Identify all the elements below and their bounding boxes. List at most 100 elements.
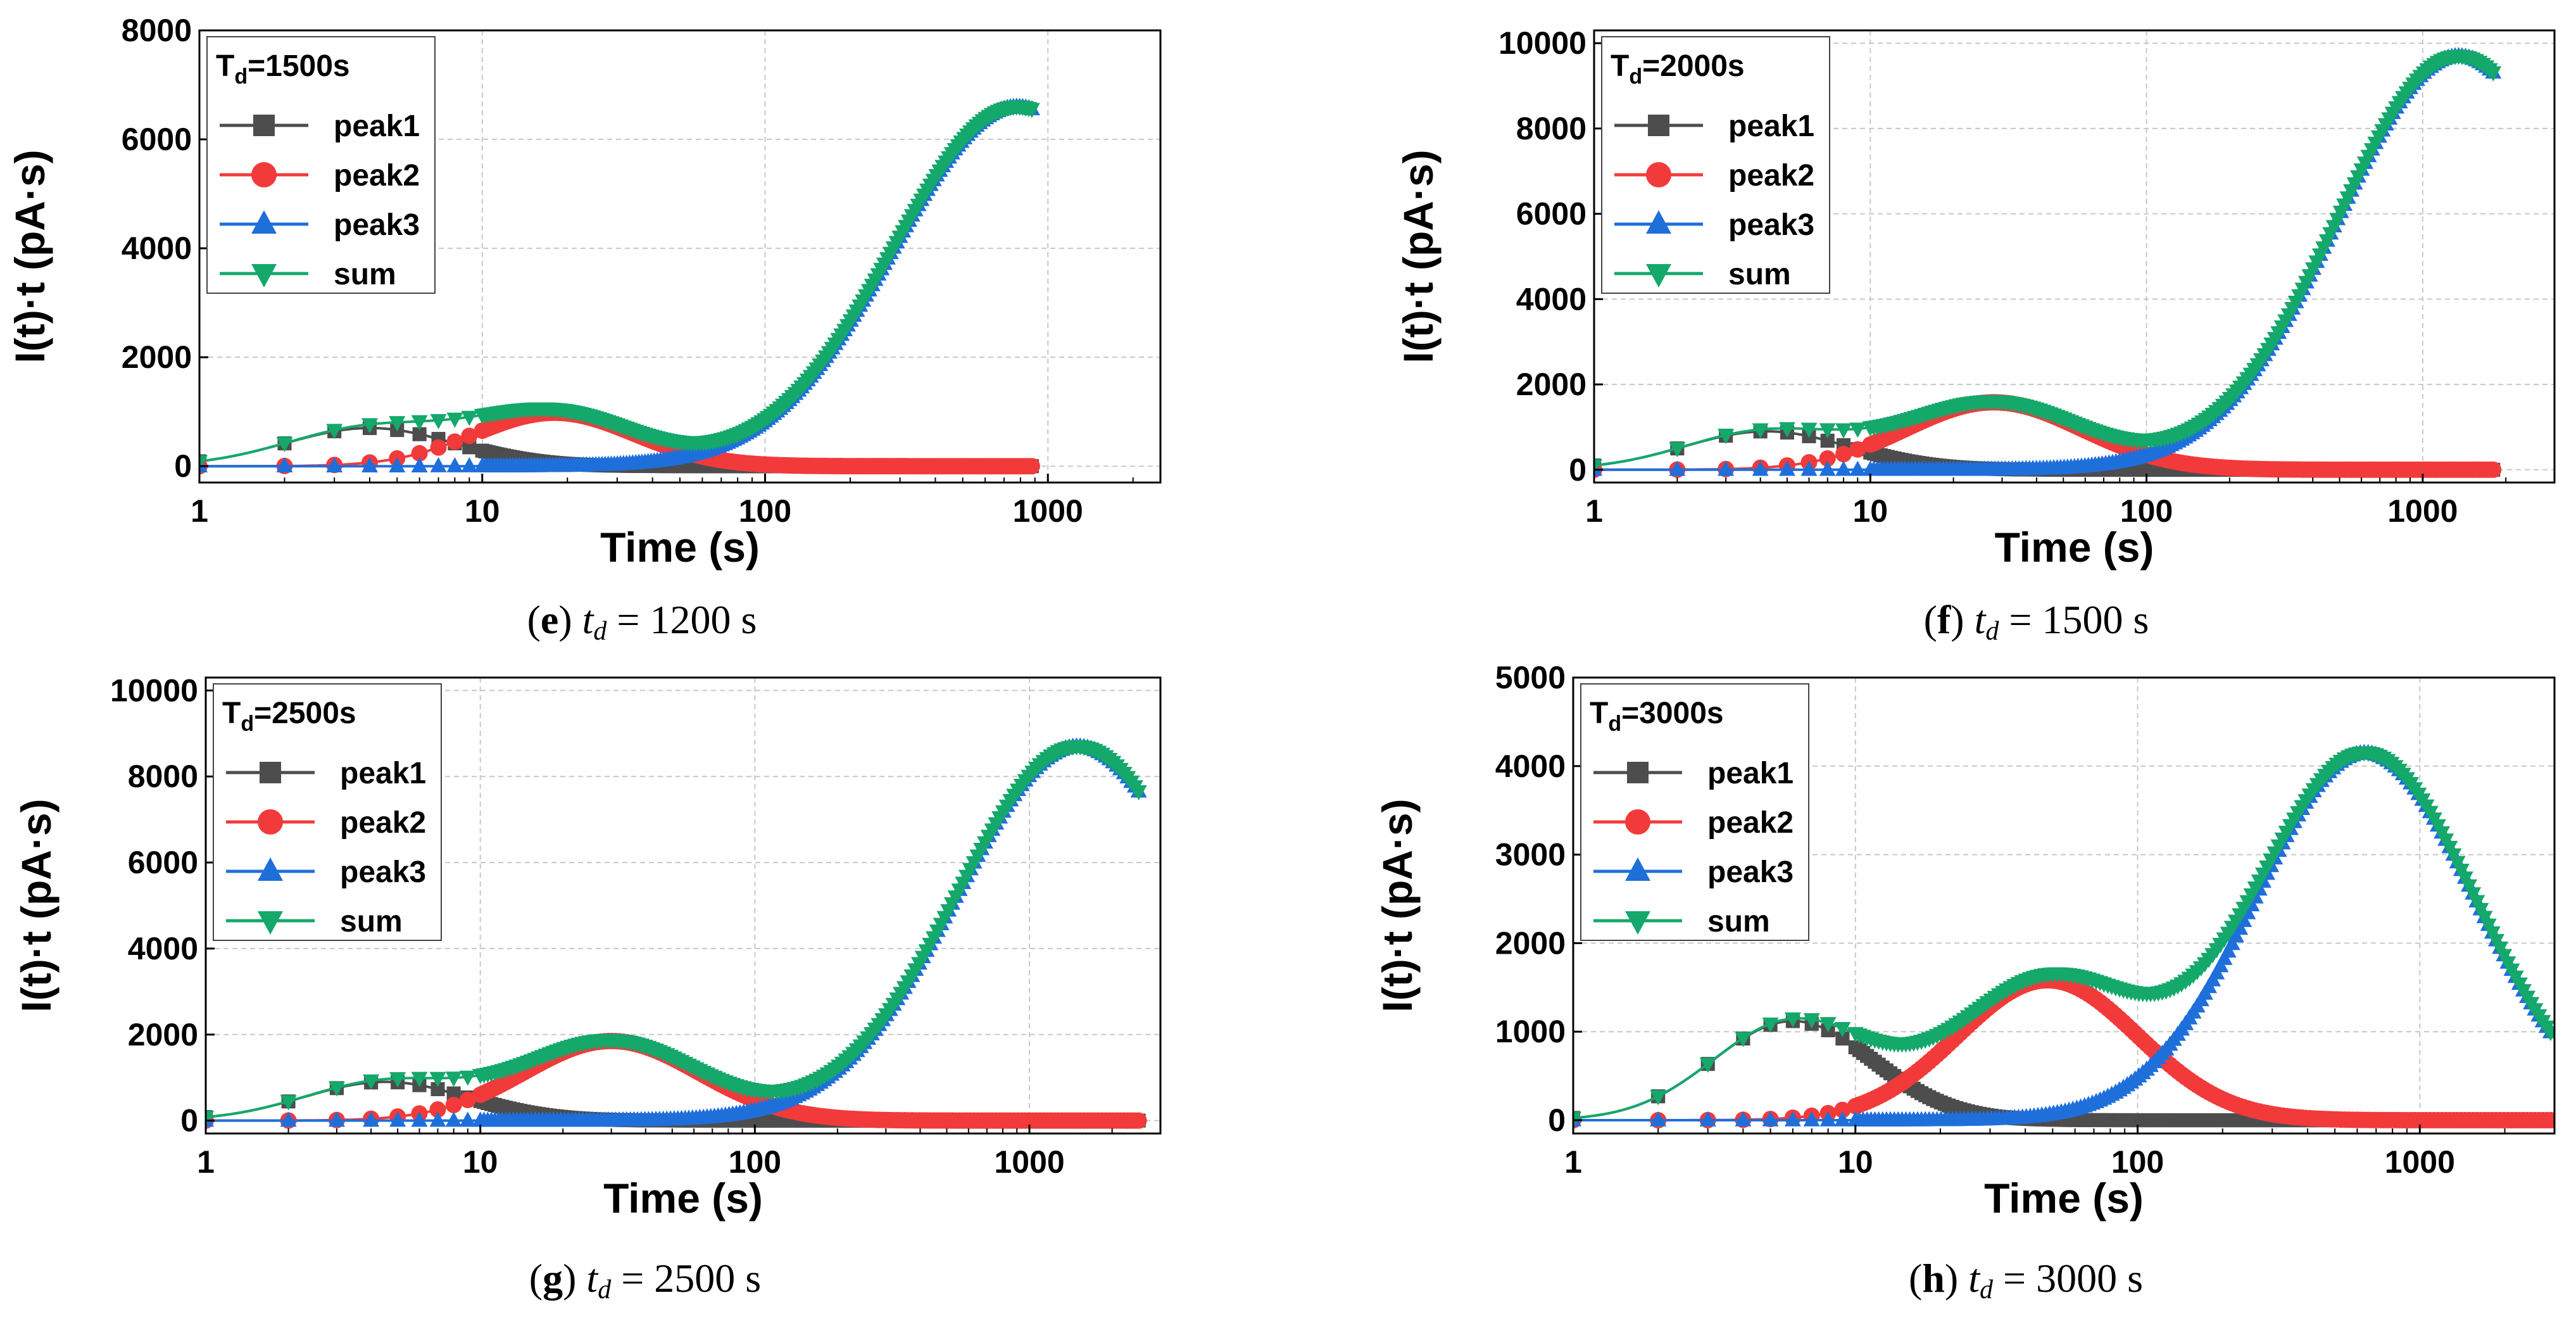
data-point-sum (326, 424, 343, 439)
y-tick-label: 0 (1569, 452, 1586, 488)
data-point-peak3 (1778, 460, 1795, 476)
legend-marker-peak2 (251, 162, 277, 187)
panel-caption: (f) td = 1500 s (1924, 597, 2149, 646)
panel-caption: (g) td = 2500 s (529, 1256, 761, 1304)
legend: Td=2000s peak1 peak2 peak3 sum (1601, 36, 1830, 294)
legend-title: Td=3000s (1590, 697, 1724, 736)
y-tick-label: 8000 (122, 13, 192, 48)
data-point-sum (2445, 848, 2462, 864)
data-point-peak3 (461, 457, 478, 472)
legend-label-peak3: peak3 (1728, 208, 1814, 242)
plot-data (206, 737, 1147, 1129)
data-point-peak3 (1669, 460, 1686, 476)
plot-data (1594, 47, 2502, 478)
y-axis-title: I(t)·t (pA·s) (1374, 799, 1421, 1012)
y-axis-title: I(t)·t (pA·s) (6, 149, 53, 363)
data-point-peak3 (1849, 460, 1866, 476)
y-tick-label: 2000 (1516, 367, 1586, 402)
data-point-peak2 (461, 427, 478, 445)
data-point-peak3 (1699, 1111, 1716, 1127)
y-axis-title: I(t)·t (pA·s) (13, 799, 60, 1012)
data-point-sum (1835, 423, 1852, 439)
y-tick-label: 3000 (1495, 837, 1566, 873)
y-tick-label: 2000 (1495, 925, 1566, 961)
legend-box (206, 36, 436, 294)
legend-label-sum: sum (340, 905, 403, 938)
data-point-sum (1669, 442, 1686, 458)
plot-data (199, 98, 1040, 475)
data-point-sum (2465, 887, 2482, 903)
data-point-sum (2542, 1026, 2554, 1042)
data-point-peak3 (2232, 919, 2249, 935)
x-axis-title: Time (s) (600, 524, 760, 571)
y-tick-label: 4000 (122, 230, 192, 266)
caption-sub: d (598, 1275, 612, 1304)
x-tick-label: 100 (739, 493, 791, 529)
series-markers-sum (1594, 49, 2502, 475)
legend-marker-peak3 (251, 210, 277, 234)
data-point-peak3 (1650, 1111, 1667, 1127)
data-point-peak3 (363, 1111, 380, 1127)
caption-var: t (1968, 1256, 1981, 1301)
data-point-peak3 (361, 457, 378, 472)
data-point-sum (1778, 422, 1795, 438)
legend-title-main: T (222, 697, 241, 730)
data-point-peak2 (1023, 458, 1040, 475)
data-point-peak3 (459, 1111, 476, 1127)
y-tick-label: 6000 (122, 122, 192, 157)
chart-panel: 0 2000 4000 6000 8000 10000 1 10 100 1000 Time (s)… (1395, 25, 2556, 646)
data-point-sum (445, 1071, 462, 1087)
legend-title-rest: =2000s (1642, 49, 1745, 83)
y-tick-label: 4000 (128, 931, 198, 966)
caption-open: ( (1909, 1256, 1922, 1301)
legend-label-sum: sum (334, 258, 396, 291)
legend-marker-sum (251, 264, 277, 287)
data-point-sum (328, 1081, 345, 1097)
legend-marker-sum (1625, 911, 1650, 935)
caption-text: = 3000 s (1993, 1256, 2143, 1301)
legend-title-sub: d (1629, 65, 1642, 89)
data-point-peak3 (430, 457, 447, 472)
data-point-sum (276, 437, 293, 453)
data-point-peak3 (389, 1111, 406, 1127)
legend-title: Td=2500s (222, 697, 356, 736)
data-point-peak1 (1820, 433, 1835, 448)
legend-label-peak3: peak3 (1707, 856, 1794, 889)
legend-label-sum: sum (1728, 258, 1791, 291)
data-point-sum (446, 412, 463, 428)
x-tick-label: 10 (1838, 1144, 1873, 1180)
data-point-sum (1023, 103, 1040, 118)
legend-box (213, 683, 442, 941)
data-point-peak3 (445, 1111, 462, 1127)
data-point-peak3 (1752, 460, 1769, 476)
legend-label-peak1: peak1 (334, 110, 420, 143)
x-tick-label: 10 (465, 493, 500, 529)
data-point-sum (430, 414, 447, 429)
data-point-sum (1819, 1017, 1837, 1033)
data-point-sum (1784, 1012, 1801, 1028)
data-point-peak3 (1800, 460, 1818, 476)
y-tick-label: 8000 (128, 759, 198, 794)
y-tick-label: 4000 (1495, 748, 1566, 784)
legend-marker-peak2 (1646, 162, 1671, 187)
data-point-peak2 (1834, 1101, 1851, 1118)
legend-box (1601, 36, 1830, 294)
legend: Td=3000s peak1 peak2 peak3 sum (1580, 683, 1809, 941)
data-point-peak2 (1849, 441, 1866, 458)
y-tick-label: 2000 (122, 339, 192, 375)
y-tick-label: 4000 (1516, 281, 1586, 317)
caption-text: = 2500 s (611, 1256, 761, 1301)
x-tick-label: 100 (729, 1144, 781, 1180)
data-point-peak1 (462, 440, 477, 455)
series-markers-sum (206, 740, 1147, 1127)
legend-title: Td=2000s (1611, 49, 1745, 89)
legend-marker-peak1 (260, 762, 281, 783)
caption-open: ( (529, 1256, 543, 1301)
data-point-peak3 (326, 457, 343, 472)
caption-sub: d (1980, 1275, 1994, 1304)
y-tick-label: 6000 (128, 845, 198, 880)
y-tick-label: 0 (180, 1103, 198, 1139)
y-tick-label: 1000 (1495, 1014, 1566, 1049)
data-point-peak2 (1819, 450, 1836, 467)
data-point-peak3 (1819, 1111, 1837, 1127)
